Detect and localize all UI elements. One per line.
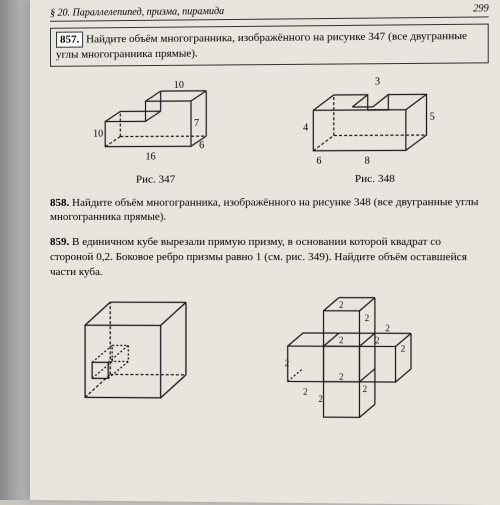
fig348-caption: Рис. 348 xyxy=(298,172,452,185)
section-title: § 20. Параллелепипед, призма, пирамида xyxy=(50,6,224,19)
svg-text:2: 2 xyxy=(318,394,323,404)
fig347-bottom: 16 xyxy=(146,151,156,162)
fig347-right: 7 xyxy=(194,118,199,129)
problem-text-858: Найдите объём многогранника, изображённо… xyxy=(50,196,479,224)
problem-text-857: Найдите объём многогранника, изображённо… xyxy=(56,30,467,61)
fig347-top: 10 xyxy=(174,79,184,90)
figure-cross: 2 2 2 2 2 2 2 2 2 2 2 xyxy=(242,290,468,423)
svg-text:2: 2 xyxy=(339,299,344,309)
svg-text:2: 2 xyxy=(285,358,290,368)
svg-text:2: 2 xyxy=(363,384,368,394)
fig347-caption: Рис. 347 xyxy=(85,173,226,186)
svg-text:2: 2 xyxy=(339,371,344,381)
svg-text:2: 2 xyxy=(303,386,308,396)
svg-text:2: 2 xyxy=(385,323,390,333)
problem-text-859: В единичном кубе вырезали прямую призму,… xyxy=(50,236,467,278)
problem-num-857: 857. xyxy=(56,31,83,48)
problem-num-858: 858. xyxy=(50,197,69,209)
problem-857: 857. Найдите объём многогранника, изобра… xyxy=(50,24,489,67)
figure-348: 3 4 5 6 8 Рис. 348 xyxy=(298,73,452,184)
fig348-bottom: 8 xyxy=(365,155,370,166)
problem-num-859: 859. xyxy=(50,236,69,248)
problem-859: 859. В единичном кубе вырезали прямую пр… xyxy=(50,235,489,280)
figure-349 xyxy=(70,290,201,421)
page-number: 299 xyxy=(473,3,489,14)
fig348-left: 4 xyxy=(303,122,308,133)
svg-text:2: 2 xyxy=(365,313,370,323)
problem-858: 858. Найдите объём многогранника, изобра… xyxy=(50,195,489,226)
fig347-left: 10 xyxy=(93,128,103,139)
fig348-top: 3 xyxy=(375,76,380,87)
svg-text:2: 2 xyxy=(401,343,406,353)
figure-347: 10 10 7 6 16 Рис. 347 xyxy=(85,75,226,185)
fig347-br: 6 xyxy=(199,140,204,151)
svg-text:2: 2 xyxy=(375,335,380,345)
svg-text:2: 2 xyxy=(339,335,344,345)
fig348-bl: 6 xyxy=(316,155,321,166)
fig348-right: 5 xyxy=(430,111,435,122)
